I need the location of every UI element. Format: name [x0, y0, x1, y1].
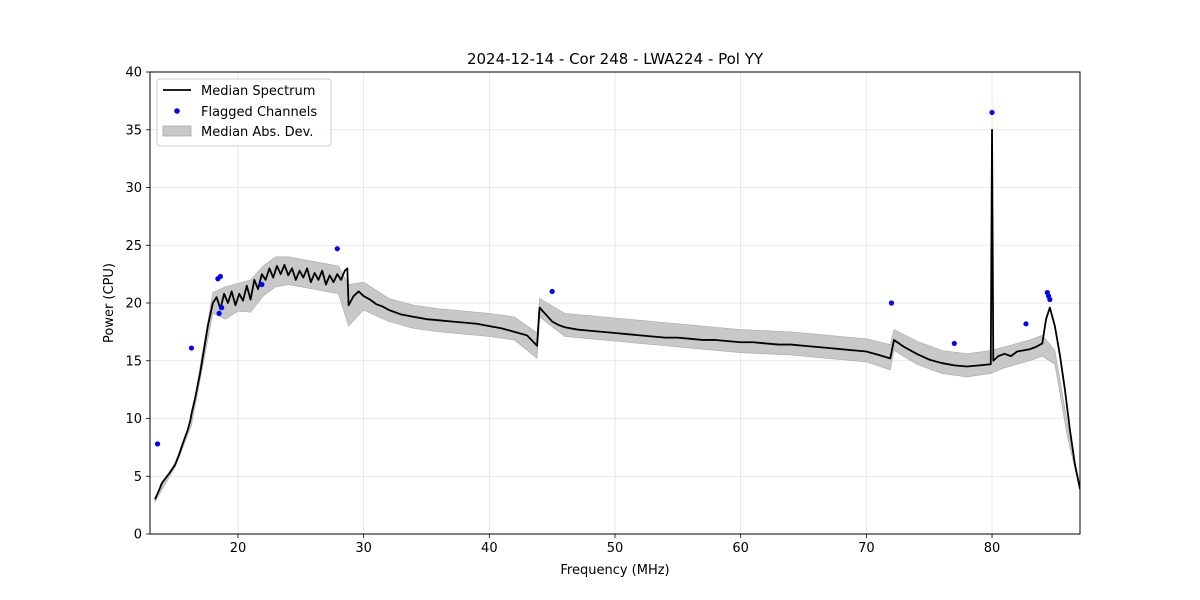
plot-area — [154, 109, 1080, 503]
legend: Median Spectrum Flagged Channels Median … — [156, 78, 332, 147]
flagged-channel-point — [989, 109, 995, 116]
flagged-channel-point — [549, 288, 555, 295]
y-axis: 0 5 10 15 20 25 30 35 40 — [125, 66, 150, 543]
flagged-channel-point — [951, 340, 957, 347]
legend-band-swatch — [162, 125, 192, 137]
flagged-channel-point — [1023, 321, 1029, 327]
y-tick-label: 5 — [134, 470, 142, 485]
x-axis-label: Frequency (MHz) — [560, 563, 669, 578]
y-tick-label: 0 — [134, 528, 142, 543]
flagged-channel-point — [188, 345, 195, 351]
y-tick-label: 30 — [125, 181, 142, 196]
x-tick-label: 80 — [984, 541, 1001, 556]
mad-band — [154, 256, 1080, 503]
flagged-channel-point — [217, 273, 223, 280]
x-tick-label: 50 — [607, 541, 624, 556]
x-tick-label: 70 — [858, 541, 875, 556]
chart-title: 2024-12-14 - Cor 248 - LWA224 - Pol YY — [467, 50, 764, 68]
legend-box — [156, 78, 332, 147]
flagged-channel-point — [154, 441, 161, 447]
flagged-channel-point — [1047, 296, 1053, 303]
x-axis: 20 30 40 50 60 70 80 — [230, 534, 1001, 556]
flagged-channel-point — [259, 281, 265, 288]
y-tick-label: 35 — [125, 123, 142, 138]
legend-median-spectrum: Median Spectrum — [201, 84, 315, 99]
y-tick-label: 25 — [125, 239, 142, 254]
legend-dot-swatch — [174, 108, 180, 114]
x-tick-label: 30 — [355, 541, 372, 556]
legend-flagged-channels: Flagged Channels — [201, 105, 317, 120]
plot-content — [154, 109, 1080, 503]
y-tick-label: 15 — [125, 354, 142, 369]
flagged-channel-point — [888, 300, 895, 306]
y-tick-label: 10 — [125, 412, 142, 427]
x-tick-label: 40 — [481, 541, 498, 556]
median-spectrum-line — [154, 128, 1080, 500]
x-tick-label: 20 — [230, 541, 247, 556]
y-tick-label: 40 — [125, 66, 142, 81]
flagged-channel-point — [334, 246, 340, 252]
y-axis-label: Power (CPU) — [102, 263, 117, 343]
legend-median-abs-dev: Median Abs. Dev. — [201, 125, 313, 140]
flagged-channel-point — [216, 310, 222, 316]
flagged-channel-point — [219, 305, 225, 311]
x-tick-label: 60 — [732, 541, 749, 556]
y-tick-label: 20 — [125, 297, 142, 312]
